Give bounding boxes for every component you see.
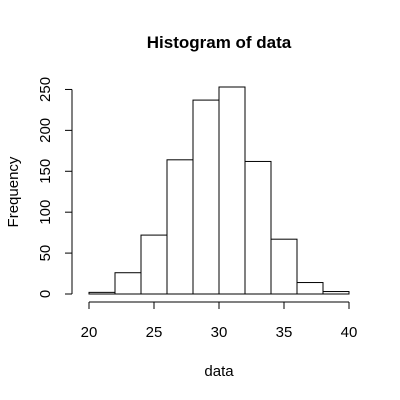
bars-group xyxy=(88,86,350,295)
y-tick-label: 100 xyxy=(37,200,54,225)
y-tick-label: 200 xyxy=(37,118,54,143)
y-axis-label: Frequency xyxy=(5,156,22,227)
histogram-bar xyxy=(140,234,168,295)
histogram-bar xyxy=(270,238,298,295)
x-tick-label: 35 xyxy=(276,324,293,341)
histogram-bar xyxy=(244,160,272,295)
y-tick-label: 50 xyxy=(37,245,54,262)
histogram-bar xyxy=(218,86,246,295)
histogram-bar xyxy=(322,291,350,295)
x-tick-label: 25 xyxy=(146,324,163,341)
histogram-bar xyxy=(166,159,194,295)
x-tick-label: 40 xyxy=(341,324,358,341)
y-tick-label: 150 xyxy=(37,159,54,184)
histogram-bar xyxy=(88,291,116,295)
y-tick-label: 0 xyxy=(37,290,54,298)
chart-title: Histogram of data xyxy=(147,33,292,52)
x-axis: 20 25 30 35 40 xyxy=(81,301,358,341)
x-tick-label: 30 xyxy=(211,324,228,341)
histogram-bar xyxy=(192,99,220,295)
histogram-bar xyxy=(114,272,142,295)
histogram-bar xyxy=(296,282,324,295)
x-tick-label: 20 xyxy=(81,324,98,341)
y-axis: 0 50 100 150 200 250 xyxy=(37,77,73,298)
y-tick-label: 250 xyxy=(37,77,54,102)
x-axis-label: data xyxy=(204,363,234,380)
